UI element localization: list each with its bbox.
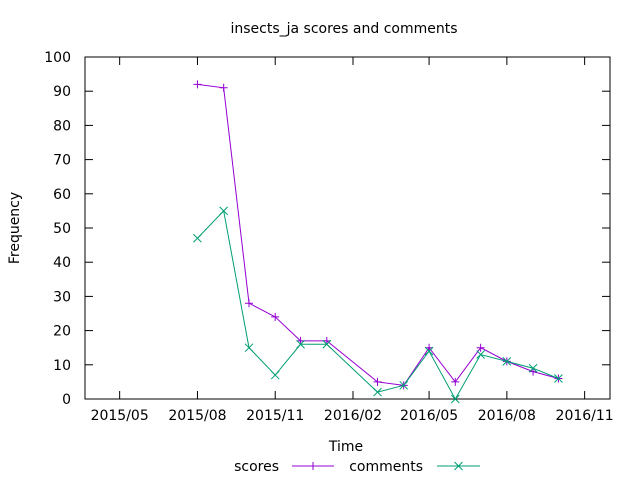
data-point xyxy=(476,350,486,359)
series-line xyxy=(197,209,559,401)
plot-frame xyxy=(84,56,611,400)
data-point xyxy=(399,380,409,390)
x-axis-label: Time xyxy=(328,439,363,455)
y-tick-label: 40 xyxy=(53,255,71,271)
x-axis: 2015/05 2015/08 2015/11 2016/02 2016/05 2016/… xyxy=(91,57,614,424)
data-point xyxy=(454,461,463,471)
x-tick-label: 2015/05 xyxy=(91,408,149,424)
y-tick-label: 0 xyxy=(62,392,71,408)
x-tick-label: 2016/11 xyxy=(556,408,614,424)
y-tick-label: 60 xyxy=(53,187,71,203)
data-point xyxy=(271,312,280,321)
data-point xyxy=(424,346,434,356)
data-point xyxy=(528,363,538,373)
data-point xyxy=(219,206,229,216)
series-scores xyxy=(193,80,563,390)
y-tick-label: 90 xyxy=(53,84,71,100)
y-tick-label: 80 xyxy=(53,118,71,134)
y-axis-label: Frequency xyxy=(7,192,23,264)
data-point xyxy=(296,336,305,345)
legend-label: scores xyxy=(234,459,279,475)
data-point xyxy=(451,377,460,386)
legend-label: comments xyxy=(349,459,423,475)
data-point xyxy=(193,80,202,89)
x-tick-label: 2016/08 xyxy=(478,408,536,424)
data-point xyxy=(245,299,254,308)
data-point xyxy=(270,370,280,380)
series-layer xyxy=(193,80,563,404)
data-point xyxy=(450,394,460,404)
legend-entry-comments: comments xyxy=(349,459,480,475)
y-tick-label: 10 xyxy=(53,358,71,374)
data-point xyxy=(373,377,382,386)
data-point xyxy=(322,339,332,349)
data-point xyxy=(193,233,202,243)
x-tick-label: 2015/08 xyxy=(168,408,226,424)
data-point xyxy=(322,336,331,345)
data-point xyxy=(373,387,382,397)
y-axis: 0 10 20 30 40 50 60 70 80 90 100 xyxy=(44,50,610,408)
data-point xyxy=(502,357,512,366)
x-tick-label: 2016/05 xyxy=(400,408,458,424)
x-tick-label: 2016/02 xyxy=(324,408,382,424)
y-tick-label: 20 xyxy=(53,324,71,340)
data-point xyxy=(296,339,305,349)
data-point xyxy=(309,462,317,470)
data-point xyxy=(219,83,228,92)
series-line xyxy=(197,83,559,386)
data-point xyxy=(244,343,254,353)
data-point xyxy=(554,374,563,383)
y-tick-label: 50 xyxy=(53,221,71,237)
y-tick-label: 30 xyxy=(53,289,71,305)
legend: scores comments xyxy=(234,459,480,475)
chart-title: insects_ja scores and comments xyxy=(230,21,457,37)
data-point xyxy=(476,343,485,352)
y-tick-label: 100 xyxy=(44,50,71,66)
x-tick-label: 2015/11 xyxy=(246,408,304,424)
series-comments xyxy=(193,206,563,404)
data-point xyxy=(529,367,538,376)
legend-entry-scores: scores xyxy=(234,459,334,475)
y-tick-label: 70 xyxy=(53,153,71,169)
